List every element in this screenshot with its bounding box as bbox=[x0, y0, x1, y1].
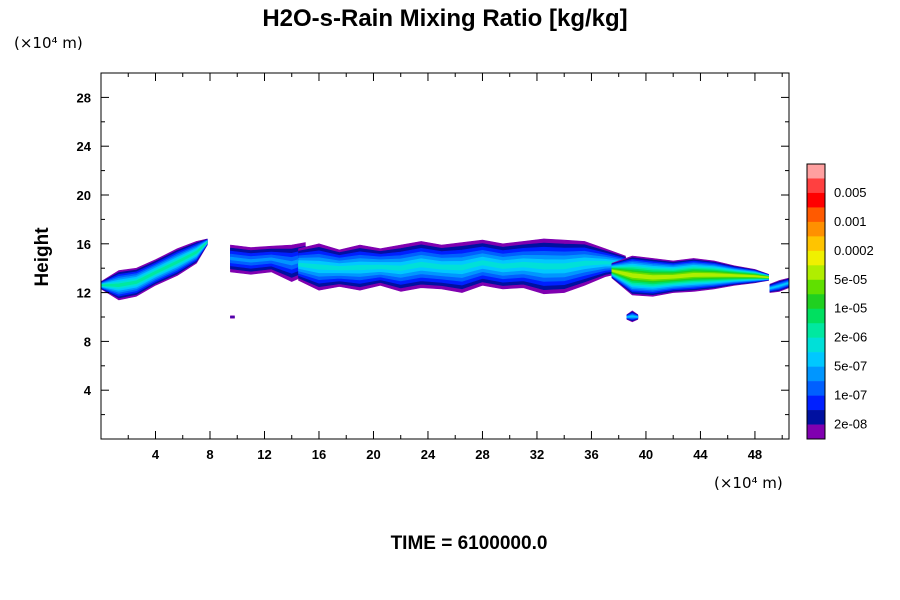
legend-label: 5e-07 bbox=[834, 359, 867, 374]
legend-swatch bbox=[807, 323, 825, 338]
legend-label: 5e-05 bbox=[834, 272, 867, 287]
x-tick-label: 4 bbox=[152, 447, 160, 462]
legend-swatch bbox=[807, 366, 825, 382]
legend-swatch bbox=[807, 265, 825, 281]
legend-swatch bbox=[807, 236, 825, 252]
legend-swatch bbox=[807, 221, 825, 237]
y-tick-label: 4 bbox=[84, 383, 92, 398]
legend-swatch bbox=[807, 164, 825, 179]
legend-label: 1e-07 bbox=[834, 388, 867, 403]
x-tick-label: 40 bbox=[639, 447, 653, 462]
legend-label: 2e-08 bbox=[834, 417, 867, 432]
y-tick-label: 28 bbox=[77, 90, 91, 105]
x-tick-label: 20 bbox=[366, 447, 380, 462]
x-tick-label: 36 bbox=[584, 447, 598, 462]
x-tick-label: 48 bbox=[748, 447, 762, 462]
legend-swatch bbox=[807, 410, 825, 425]
legend-swatch bbox=[807, 381, 825, 396]
y-tick-label: 16 bbox=[77, 237, 91, 252]
y-tick-label: 20 bbox=[77, 188, 91, 203]
x-tick-label: 16 bbox=[312, 447, 326, 462]
legend-label: 0.001 bbox=[834, 214, 867, 229]
legend-label: 0.0002 bbox=[834, 243, 874, 258]
cloud-contour-band bbox=[100, 241, 208, 288]
legend-swatch bbox=[807, 352, 825, 367]
cloud-contour-band bbox=[611, 269, 769, 280]
x-tick-label: 12 bbox=[257, 447, 271, 462]
x-tick-label: 24 bbox=[421, 447, 436, 462]
legend-swatch bbox=[807, 308, 825, 324]
x-tick-label: 44 bbox=[693, 447, 708, 462]
legend-swatch bbox=[807, 424, 825, 440]
legend-swatch bbox=[807, 279, 825, 295]
y-tick-label: 8 bbox=[84, 334, 91, 349]
cloud-contour-band bbox=[626, 315, 639, 318]
y-axis-label: Height bbox=[32, 227, 53, 287]
y-tick-label: 24 bbox=[77, 139, 92, 154]
legend-swatch bbox=[807, 192, 825, 208]
legend-swatch bbox=[807, 395, 825, 411]
legend-swatch bbox=[807, 178, 825, 194]
legend-frame bbox=[806, 163, 826, 440]
color-legend: 0.005 0.001 0.0002 5e-05 1e-05 2e-06 5e-07 1e-0… bbox=[806, 163, 874, 440]
legend-swatch bbox=[807, 207, 825, 223]
legend-label: 1e-05 bbox=[834, 301, 867, 316]
x-tick-label: 28 bbox=[475, 447, 489, 462]
plot-frame bbox=[100, 72, 790, 440]
time-label: TIME = 6100000.0 bbox=[391, 533, 548, 554]
legend-swatch bbox=[807, 250, 825, 266]
legend-swatch bbox=[807, 294, 825, 310]
x-tick-label: 32 bbox=[530, 447, 544, 462]
y-axis-unit: (×10⁴ m) bbox=[14, 34, 83, 52]
legend-label: 0.005 bbox=[834, 185, 867, 200]
legend-swatch bbox=[807, 337, 825, 353]
chart-title: H2O-s-Rain Mixing Ratio [kg/kg] bbox=[262, 5, 627, 32]
legend-label: 2e-06 bbox=[834, 330, 867, 345]
cloud-layer bbox=[100, 238, 790, 323]
x-axis-unit: (×10⁴ m) bbox=[714, 474, 783, 492]
x-tick-label: 8 bbox=[206, 447, 213, 462]
y-tick-label: 12 bbox=[77, 286, 91, 301]
